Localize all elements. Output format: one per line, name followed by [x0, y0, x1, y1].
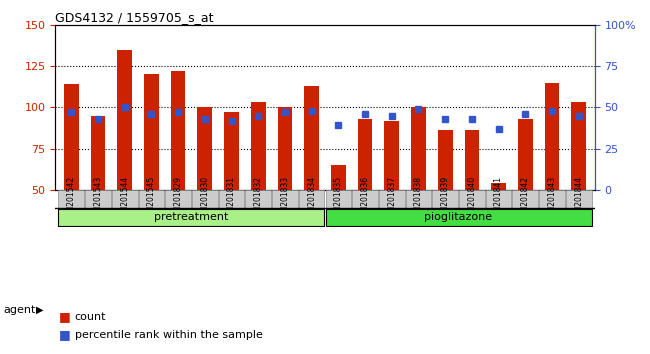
Bar	[224, 112, 239, 190]
FancyBboxPatch shape	[299, 190, 324, 208]
Bar	[171, 71, 185, 190]
Text: count: count	[75, 312, 106, 322]
Text: GDS4132 / 1559705_s_at: GDS4132 / 1559705_s_at	[55, 11, 214, 24]
Text: agent: agent	[3, 305, 36, 315]
Text: ▶: ▶	[36, 305, 44, 315]
Bar	[251, 102, 266, 190]
Text: GSM201844: GSM201844	[574, 176, 583, 222]
Text: ■: ■	[58, 328, 70, 341]
Text: GSM201838: GSM201838	[414, 176, 423, 222]
FancyBboxPatch shape	[272, 190, 298, 208]
FancyBboxPatch shape	[58, 190, 84, 208]
Text: GSM201839: GSM201839	[441, 176, 450, 222]
FancyBboxPatch shape	[379, 190, 404, 208]
FancyBboxPatch shape	[352, 190, 378, 208]
Text: GSM201836: GSM201836	[361, 176, 370, 222]
Bar	[571, 102, 586, 190]
Text: GSM201830: GSM201830	[200, 176, 209, 222]
FancyBboxPatch shape	[432, 190, 458, 208]
FancyBboxPatch shape	[165, 190, 191, 208]
FancyBboxPatch shape	[566, 190, 592, 208]
Bar	[144, 74, 159, 190]
Text: GSM201831: GSM201831	[227, 176, 236, 222]
FancyBboxPatch shape	[246, 190, 271, 208]
Text: GSM201832: GSM201832	[254, 176, 263, 222]
FancyBboxPatch shape	[512, 190, 538, 208]
FancyBboxPatch shape	[218, 190, 244, 208]
Bar	[90, 115, 105, 190]
FancyBboxPatch shape	[459, 190, 485, 208]
Text: GSM201842: GSM201842	[521, 176, 530, 222]
Text: GSM201834: GSM201834	[307, 176, 316, 222]
Bar	[278, 107, 292, 190]
Text: GSM201843: GSM201843	[547, 176, 556, 222]
Bar	[198, 107, 212, 190]
Text: GSM201829: GSM201829	[174, 176, 183, 222]
Bar	[465, 130, 479, 190]
Text: GSM201840: GSM201840	[467, 176, 476, 222]
Text: GSM201544: GSM201544	[120, 176, 129, 222]
Bar	[438, 130, 452, 190]
Bar	[491, 183, 506, 190]
Text: GSM201543: GSM201543	[94, 176, 103, 222]
Text: percentile rank within the sample: percentile rank within the sample	[75, 330, 263, 339]
FancyBboxPatch shape	[85, 190, 111, 208]
Bar	[518, 119, 532, 190]
Text: GSM201833: GSM201833	[280, 176, 289, 222]
Bar	[118, 50, 132, 190]
Text: GSM201841: GSM201841	[494, 176, 503, 222]
Bar	[358, 119, 372, 190]
FancyBboxPatch shape	[540, 190, 565, 208]
Bar	[384, 120, 399, 190]
FancyBboxPatch shape	[326, 209, 592, 225]
Text: GSM201837: GSM201837	[387, 176, 396, 222]
Bar	[411, 107, 426, 190]
Text: pretreatment: pretreatment	[154, 212, 229, 222]
Text: GSM201542: GSM201542	[67, 176, 76, 222]
Bar	[545, 82, 560, 190]
Text: GSM201545: GSM201545	[147, 176, 156, 222]
Bar	[331, 165, 346, 190]
FancyBboxPatch shape	[192, 190, 218, 208]
Text: ■: ■	[58, 310, 70, 323]
FancyBboxPatch shape	[112, 190, 138, 208]
Text: GSM201835: GSM201835	[334, 176, 343, 222]
FancyBboxPatch shape	[138, 190, 164, 208]
Bar	[64, 84, 79, 190]
Bar	[304, 86, 319, 190]
FancyBboxPatch shape	[326, 190, 351, 208]
FancyBboxPatch shape	[406, 190, 432, 208]
FancyBboxPatch shape	[486, 190, 512, 208]
FancyBboxPatch shape	[58, 209, 324, 225]
Text: pioglitazone: pioglitazone	[424, 212, 493, 222]
